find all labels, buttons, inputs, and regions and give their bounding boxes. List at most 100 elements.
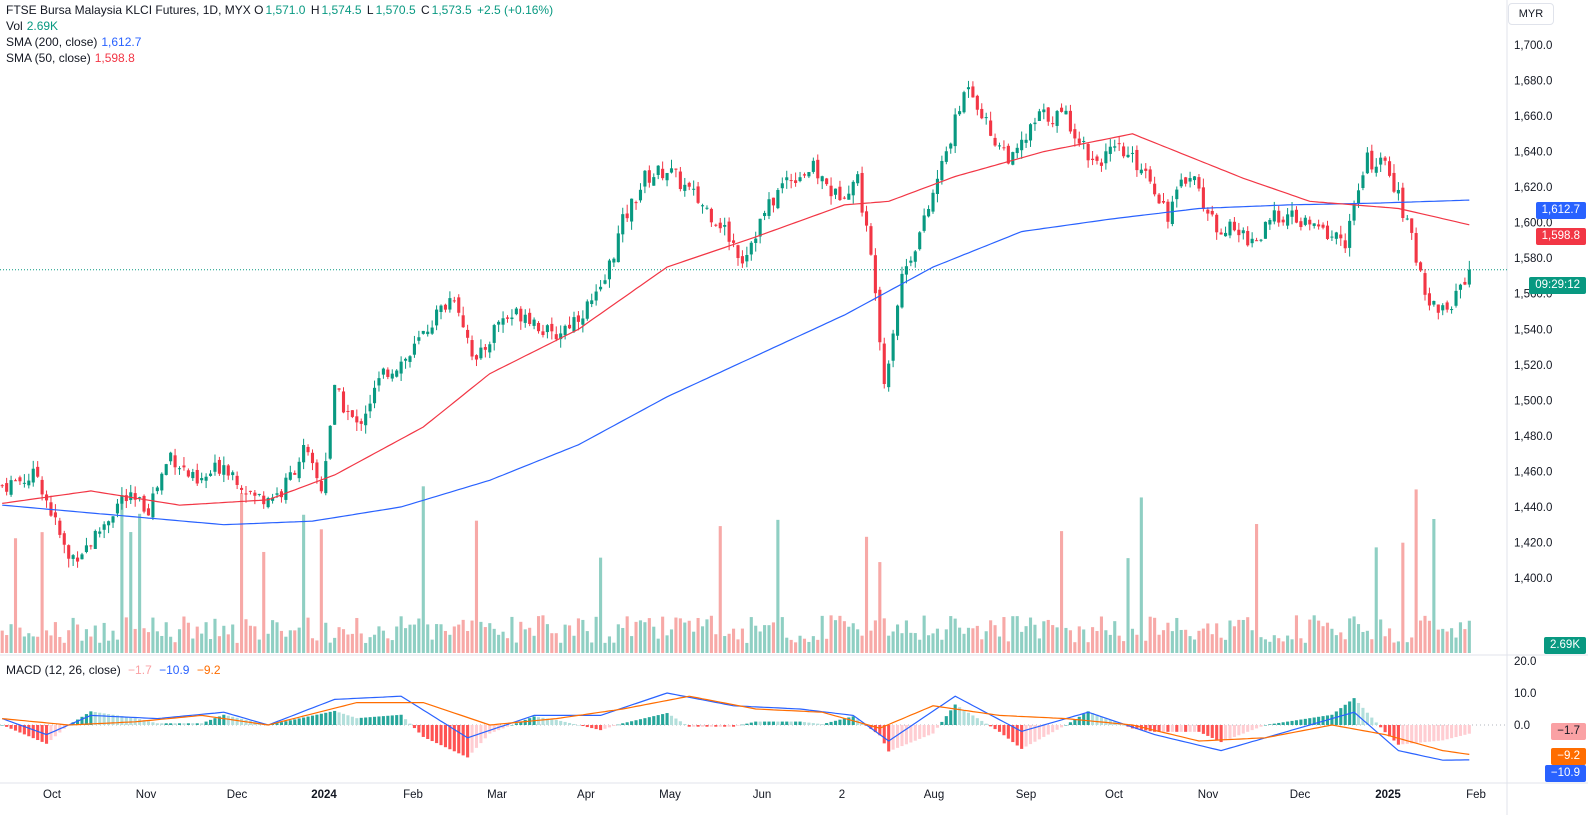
- candle-body[interactable]: [115, 503, 120, 514]
- candle-body[interactable]: [1445, 302, 1449, 310]
- candle-body[interactable]: [568, 324, 572, 329]
- candle-body[interactable]: [780, 183, 784, 189]
- candle-body[interactable]: [1312, 223, 1316, 226]
- candle-body[interactable]: [1064, 110, 1068, 115]
- candle-body[interactable]: [1219, 232, 1223, 235]
- candle-body[interactable]: [904, 266, 908, 275]
- candle-body[interactable]: [1117, 143, 1121, 145]
- currency-button[interactable]: MYR: [1508, 3, 1554, 25]
- candle-body[interactable]: [1396, 189, 1400, 194]
- candle-body[interactable]: [594, 291, 598, 301]
- candle-body[interactable]: [399, 361, 403, 374]
- candle-body[interactable]: [1246, 230, 1250, 246]
- candle-body[interactable]: [727, 221, 731, 242]
- candle-body[interactable]: [27, 480, 31, 486]
- candle-body[interactable]: [1210, 210, 1214, 215]
- candle-body[interactable]: [18, 477, 22, 482]
- candle-body[interactable]: [1458, 284, 1463, 290]
- candle-body[interactable]: [1153, 183, 1157, 195]
- candle-body[interactable]: [443, 304, 448, 310]
- candle-body[interactable]: [492, 325, 496, 343]
- candle-body[interactable]: [625, 213, 629, 219]
- candle-body[interactable]: [1099, 162, 1103, 166]
- candle-body[interactable]: [519, 308, 523, 322]
- candle-body[interactable]: [93, 530, 97, 549]
- candle-body[interactable]: [1055, 111, 1059, 126]
- candle-body[interactable]: [102, 524, 106, 530]
- candle-body[interactable]: [953, 114, 957, 147]
- candle-body[interactable]: [811, 160, 815, 172]
- candle-body[interactable]: [182, 465, 186, 468]
- candle-body[interactable]: [1290, 210, 1294, 217]
- candle-body[interactable]: [785, 177, 789, 181]
- candle-body[interactable]: [1126, 154, 1130, 158]
- candle-body[interactable]: [1086, 143, 1090, 161]
- candle-body[interactable]: [98, 531, 102, 534]
- candle-body[interactable]: [962, 92, 966, 113]
- candle-body[interactable]: [271, 497, 275, 501]
- candle-body[interactable]: [794, 180, 798, 183]
- candle-body[interactable]: [1441, 305, 1445, 311]
- candle-body[interactable]: [1108, 146, 1112, 154]
- candle-body[interactable]: [545, 325, 549, 333]
- candle-body[interactable]: [1179, 179, 1183, 187]
- candle-body[interactable]: [980, 108, 984, 119]
- candle-body[interactable]: [1157, 194, 1161, 204]
- candle-body[interactable]: [146, 508, 151, 516]
- candle-body[interactable]: [505, 317, 510, 319]
- candle-body[interactable]: [275, 493, 279, 495]
- candle-body[interactable]: [514, 308, 518, 315]
- candle-body[interactable]: [1113, 146, 1117, 148]
- candle-body[interactable]: [559, 333, 563, 340]
- candle-body[interactable]: [696, 186, 700, 203]
- candle-body[interactable]: [1028, 124, 1033, 141]
- candle-body[interactable]: [404, 358, 408, 361]
- candle-body[interactable]: [1356, 190, 1361, 204]
- candle-body[interactable]: [1011, 152, 1015, 165]
- candle-body[interactable]: [297, 461, 301, 479]
- candle-body[interactable]: [661, 168, 665, 179]
- candle-body[interactable]: [927, 208, 931, 217]
- macd-legend[interactable]: MACD (12, 26, close) −1.7 −10.9 −9.2: [6, 662, 221, 678]
- candle-body[interactable]: [231, 472, 235, 476]
- candle-body[interactable]: [324, 461, 328, 494]
- candle-body[interactable]: [1223, 232, 1228, 237]
- candle-body[interactable]: [1077, 138, 1081, 144]
- candle-body[interactable]: [466, 329, 470, 338]
- candle-body[interactable]: [288, 472, 292, 480]
- candle-body[interactable]: [426, 331, 430, 335]
- signal-line[interactable]: [2, 695, 1470, 755]
- candle-body[interactable]: [417, 337, 421, 341]
- candle-body[interactable]: [62, 533, 66, 545]
- candle-body[interactable]: [940, 160, 944, 181]
- candle-body[interactable]: [479, 347, 483, 359]
- candle-body[interactable]: [1104, 151, 1108, 164]
- candle-body[interactable]: [1135, 149, 1139, 171]
- candle-body[interactable]: [802, 174, 807, 176]
- candle-body[interactable]: [1122, 146, 1126, 157]
- candle-body[interactable]: [1277, 210, 1281, 223]
- candle-body[interactable]: [1294, 209, 1299, 223]
- candle-body[interactable]: [355, 416, 359, 423]
- candle-body[interactable]: [1237, 229, 1241, 236]
- candle-body[interactable]: [1188, 178, 1192, 182]
- candle-body[interactable]: [638, 189, 643, 201]
- candle-body[interactable]: [616, 233, 620, 263]
- candle-body[interactable]: [820, 176, 824, 182]
- candle-body[interactable]: [293, 472, 297, 475]
- candle-body[interactable]: [1272, 210, 1276, 222]
- candle-body[interactable]: [621, 214, 625, 235]
- candle-body[interactable]: [705, 207, 709, 209]
- candle-body[interactable]: [1037, 111, 1041, 121]
- candle-body[interactable]: [1392, 172, 1396, 192]
- candle-body[interactable]: [457, 297, 461, 313]
- candle-body[interactable]: [448, 298, 452, 310]
- candle-body[interactable]: [550, 323, 554, 332]
- candle-body[interactable]: [213, 462, 217, 472]
- candle-body[interactable]: [1432, 300, 1436, 305]
- candle-body[interactable]: [599, 286, 603, 290]
- symbol-title[interactable]: FTSE Bursa Malaysia KLCI Futures, 1D, MY…: [6, 3, 251, 17]
- candle-body[interactable]: [997, 145, 1002, 147]
- candle-body[interactable]: [878, 289, 882, 343]
